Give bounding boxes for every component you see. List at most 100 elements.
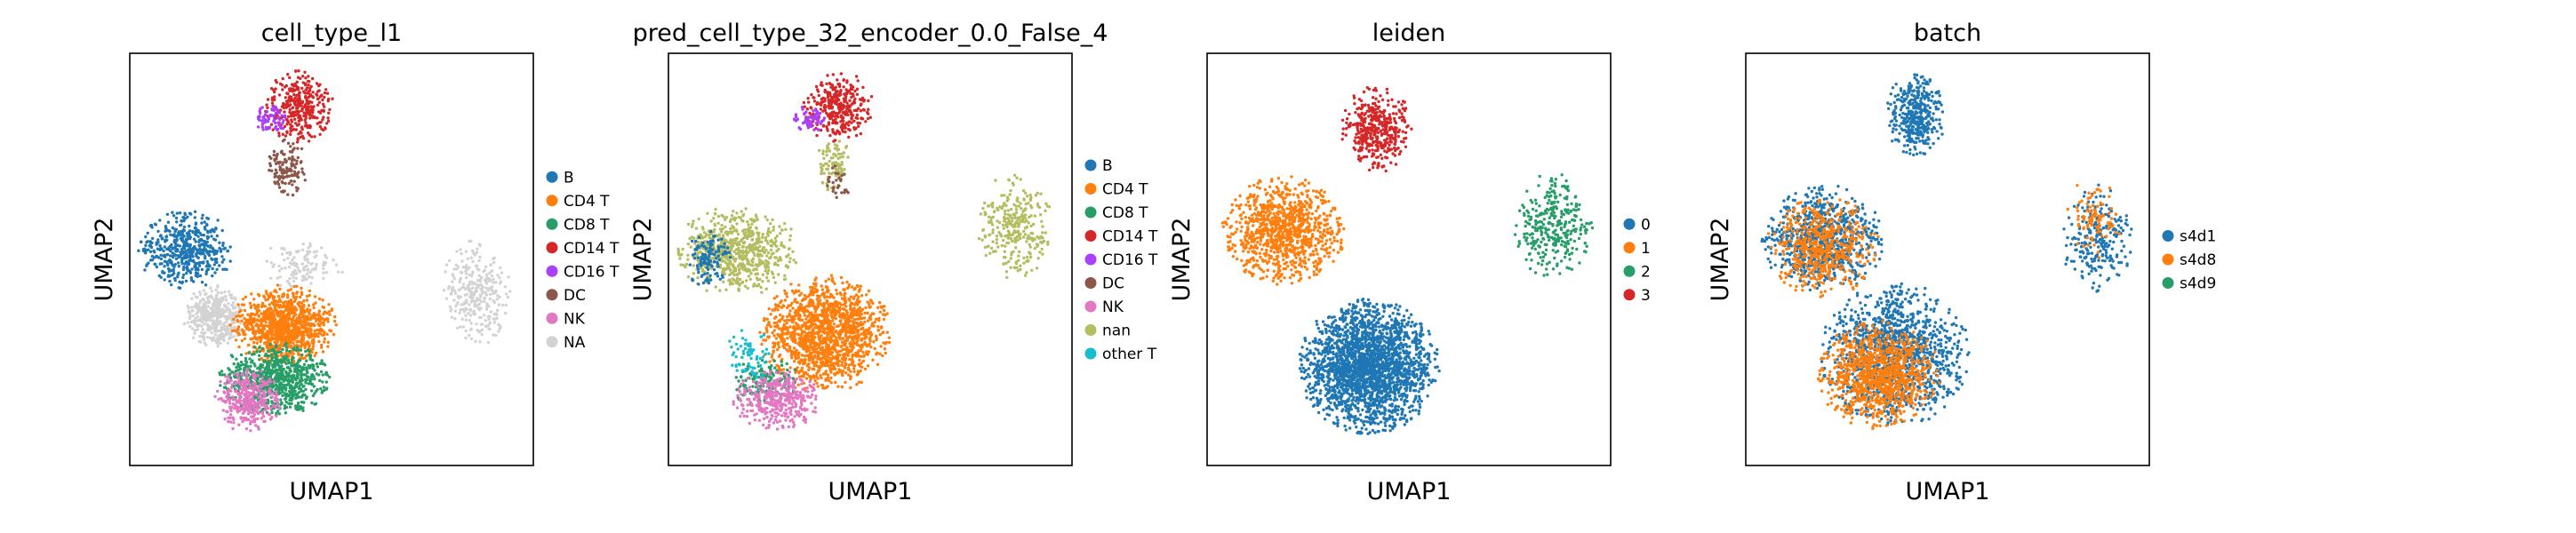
data-point <box>322 266 325 271</box>
data-point <box>460 307 463 312</box>
data-point <box>270 101 275 105</box>
data-point <box>181 267 186 272</box>
data-point <box>328 329 332 332</box>
legend-marker <box>546 289 558 301</box>
data-point <box>301 75 305 78</box>
data-point <box>150 258 155 262</box>
data-point <box>251 337 254 340</box>
data-point <box>478 293 483 297</box>
data-point <box>483 297 486 300</box>
data-point <box>270 395 274 399</box>
data-point <box>1030 268 1034 272</box>
legend-item: CD8 T <box>546 216 610 234</box>
data-point <box>460 271 464 274</box>
data-point <box>294 107 299 110</box>
data-point <box>200 267 204 272</box>
data-point <box>500 303 505 307</box>
data-point <box>481 322 484 326</box>
data-point <box>460 251 463 256</box>
data-point <box>1013 236 1017 240</box>
data-point <box>288 261 292 265</box>
data-point <box>298 384 301 387</box>
data-point <box>244 359 248 363</box>
data-point <box>452 298 456 302</box>
data-point <box>284 348 289 353</box>
data-point <box>1017 250 1021 254</box>
data-point <box>193 216 196 219</box>
data-point <box>712 230 716 234</box>
data-point <box>163 265 166 268</box>
data-point <box>312 340 316 344</box>
data-point <box>481 286 484 290</box>
data-point <box>759 285 763 290</box>
data-point <box>988 251 992 255</box>
data-point <box>320 316 324 320</box>
data-point <box>208 295 212 299</box>
data-point <box>1005 241 1009 245</box>
data-point <box>281 104 284 108</box>
data-point <box>205 301 210 305</box>
data-point <box>288 349 292 354</box>
data-point <box>732 210 735 213</box>
data-point <box>684 262 689 266</box>
data-point <box>264 298 268 302</box>
data-point <box>301 242 305 246</box>
data-point <box>334 263 339 266</box>
data-point <box>301 136 306 140</box>
data-point <box>200 251 204 255</box>
data-point <box>187 262 191 266</box>
data-point <box>1022 229 1026 234</box>
data-point <box>284 315 288 319</box>
data-point <box>159 234 163 237</box>
data-point <box>196 328 199 331</box>
data-point <box>482 314 486 317</box>
data-point <box>747 259 750 264</box>
data-point <box>268 418 273 421</box>
data-point <box>221 241 225 245</box>
data-point <box>676 250 681 253</box>
data-point <box>268 155 271 159</box>
data-point <box>316 97 320 101</box>
data-point <box>262 359 267 362</box>
data-point <box>291 106 294 110</box>
data-point <box>782 245 787 249</box>
data-point <box>175 211 180 215</box>
data-point <box>186 321 189 324</box>
data-point <box>740 229 745 233</box>
data-point <box>194 240 197 243</box>
data-point <box>171 247 174 251</box>
data-point <box>237 423 241 426</box>
data-point <box>735 276 740 280</box>
data-point <box>293 117 297 121</box>
data-point <box>237 379 241 384</box>
data-point <box>216 219 220 222</box>
data-point <box>251 372 254 376</box>
data-point <box>285 131 289 135</box>
data-point <box>464 307 468 312</box>
data-point <box>274 331 277 335</box>
data-point <box>258 358 261 362</box>
data-point <box>736 232 740 236</box>
data-point <box>291 356 295 360</box>
data-point <box>315 362 319 366</box>
data-point <box>260 379 264 384</box>
data-point <box>1004 235 1007 238</box>
data-point <box>250 410 253 415</box>
data-point <box>720 213 724 218</box>
data-point <box>229 336 233 339</box>
data-point <box>748 277 752 282</box>
data-point <box>318 95 323 99</box>
data-point <box>320 359 324 362</box>
data-point <box>180 251 184 256</box>
data-point <box>292 179 296 183</box>
data-point <box>784 265 788 268</box>
data-point <box>746 219 749 224</box>
data-point <box>292 347 295 351</box>
data-point <box>468 287 472 290</box>
data-point <box>205 259 209 264</box>
data-point <box>306 317 309 321</box>
data-point <box>739 257 742 260</box>
data-point <box>196 256 200 259</box>
data-point <box>202 260 205 264</box>
data-point <box>736 281 740 285</box>
